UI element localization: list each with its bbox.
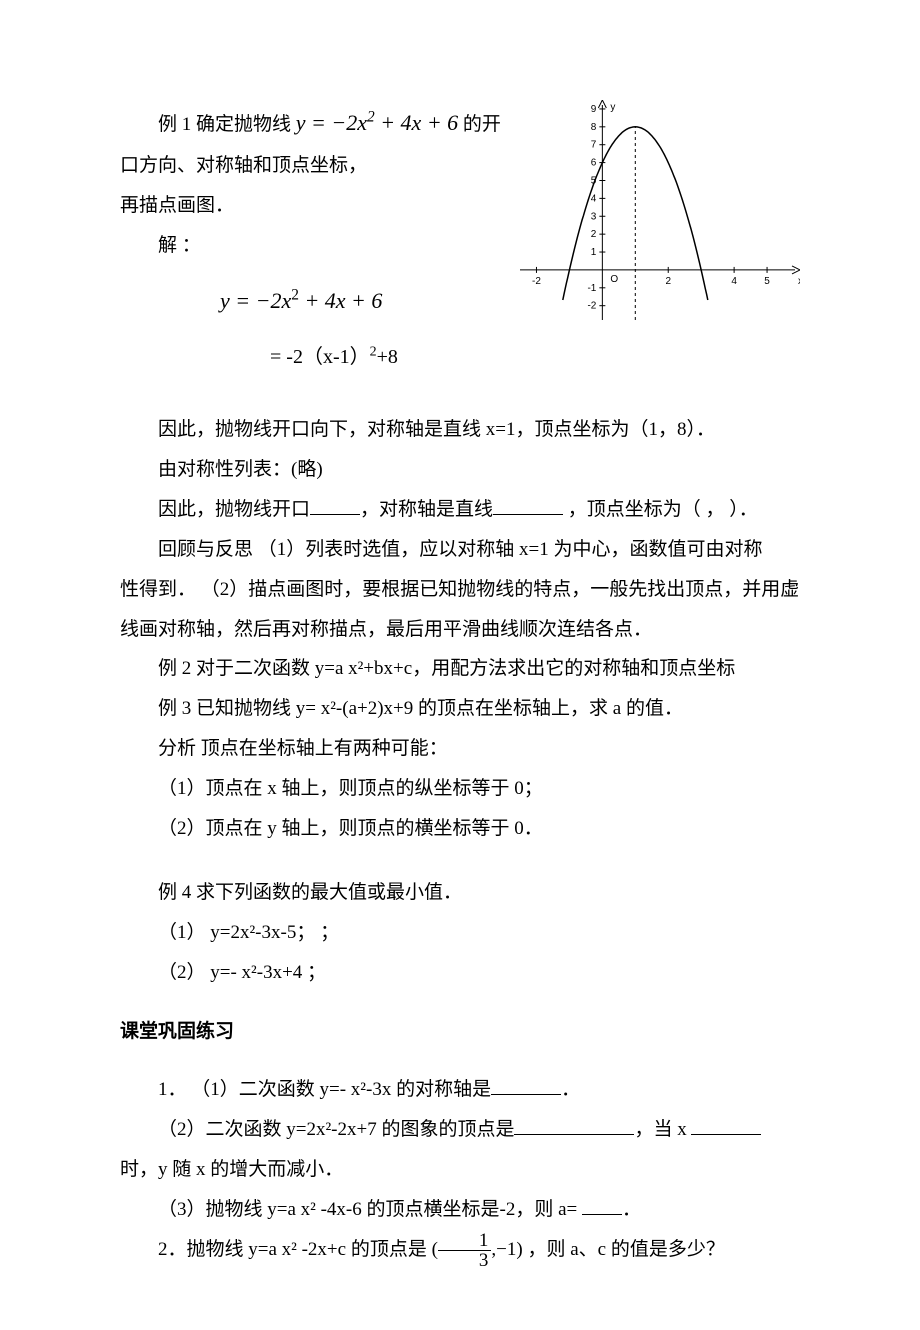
svg-text:-1: -1 xyxy=(587,283,596,294)
example-4-title: 例 4 求下列函数的最大值或最小值． xyxy=(120,873,800,913)
svg-text:7: 7 xyxy=(591,140,597,151)
ex1-line2: 再描点画图． xyxy=(120,186,510,226)
example-3: 例 3 已知抛物线 y= x²-(a+2)x+9 的顶点在坐标轴上，求 a 的值… xyxy=(120,689,800,729)
parabola-chart: -2245-2-1123456789Oxy xyxy=(520,100,800,320)
practice-2: 2．抛物线 y=a x² -2x+c 的顶点是 (13,−1) ，则 a、c 的… xyxy=(120,1230,800,1270)
practice-1-3: （3）抛物线 y=a x² -4x-6 的顶点横坐标是-2，则 a= ． xyxy=(120,1190,800,1230)
result-1: 因此，抛物线开口向下，对称轴是直线 x=1，顶点坐标为（1，8）． xyxy=(120,410,800,450)
ex1-pre: 例 1 确定抛物线 xyxy=(158,114,296,135)
result-2: 由对称性列表：(略) xyxy=(120,450,800,490)
result-3: 因此，抛物线开口，对称轴是直线 ，顶点坐标为（ ， ）． xyxy=(120,490,800,530)
svg-text:3: 3 xyxy=(591,211,597,222)
svg-text:O: O xyxy=(610,274,618,285)
ex4-sub1: （1） y=2x²-3x-5； ； xyxy=(120,913,800,953)
review-line-a: 回顾与反思 （1）列表时选值，应以对称轴 x=1 为中心，函数值可由对称 xyxy=(120,530,800,570)
svg-text:-2: -2 xyxy=(532,276,541,287)
ex3-analysis: 分析 顶点在坐标轴上有两种可能： xyxy=(120,729,800,769)
svg-text:6: 6 xyxy=(591,158,597,169)
formula-1: y = −2x2 + 4x + 6 xyxy=(220,278,510,324)
svg-text:4: 4 xyxy=(591,193,597,204)
review-line-b: 性得到． （2）描点画图时，要根据已知抛物线的特点，一般先找出顶点，并用虚线画对… xyxy=(120,570,800,650)
svg-text:y: y xyxy=(610,102,615,113)
svg-text:1: 1 xyxy=(591,247,597,258)
practice-1-2: （2）二次函数 y=2x²-2x+7 的图象的顶点是，当 x xyxy=(120,1110,800,1150)
ex3-case-1: （1）顶点在 x 轴上，则顶点的纵坐标等于 0； xyxy=(120,769,800,809)
svg-text:8: 8 xyxy=(591,122,597,133)
practice-1-2b: 时，y 随 x 的增大而减小． xyxy=(120,1150,800,1190)
svg-text:5: 5 xyxy=(764,276,770,287)
svg-text:-2: -2 xyxy=(587,301,596,312)
ex4-sub2: （2） y=- x²-3x+4 ； xyxy=(120,953,800,993)
example-2: 例 2 对于二次函数 y=a x²+bx+c，用配方法求出它的对称轴和顶点坐标 xyxy=(120,649,800,689)
svg-text:x: x xyxy=(798,276,800,287)
formula-2: = -2（x-1）2+8 xyxy=(270,336,510,378)
svg-text:9: 9 xyxy=(591,104,597,115)
svg-text:2: 2 xyxy=(591,229,597,240)
practice-1-1: 1． （1）二次函数 y=- x²-3x 的对称轴是． xyxy=(120,1070,800,1110)
svg-text:2: 2 xyxy=(665,276,671,287)
practice-title: 课堂巩固练习 xyxy=(120,1012,800,1052)
svg-text:4: 4 xyxy=(731,276,737,287)
sol-label: 解 ： xyxy=(120,226,510,266)
ex1-formula: y = −2x2 + 4x + 6 xyxy=(296,110,458,135)
ex3-case-2: （2）顶点在 y 轴上，则顶点的横坐标等于 0． xyxy=(120,809,800,849)
